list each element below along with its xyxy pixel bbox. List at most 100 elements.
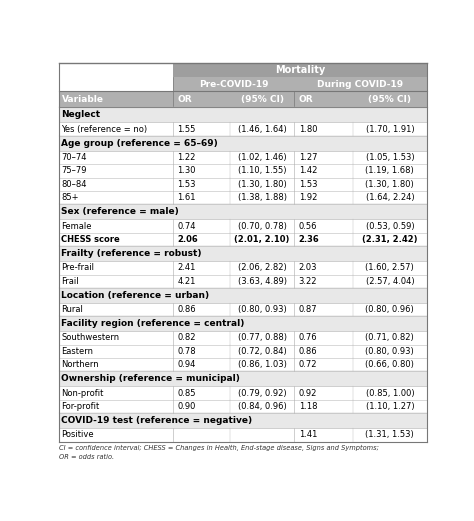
- Bar: [173, 63, 427, 77]
- Bar: [59, 275, 427, 288]
- Text: During COVID-19: During COVID-19: [318, 80, 403, 89]
- Bar: [59, 288, 427, 303]
- Bar: [59, 358, 427, 371]
- Text: 1.55: 1.55: [178, 125, 196, 133]
- Text: (2.01, 2.10): (2.01, 2.10): [234, 235, 290, 244]
- Text: (0.84, 0.96): (0.84, 0.96): [237, 402, 286, 411]
- Text: (1.02, 1.46): (1.02, 1.46): [238, 153, 286, 162]
- Text: 1.92: 1.92: [299, 193, 317, 202]
- Bar: [294, 77, 427, 91]
- Text: (0.53, 0.59): (0.53, 0.59): [365, 221, 414, 231]
- Text: (95% CI): (95% CI): [240, 95, 283, 104]
- Text: OR: OR: [299, 95, 313, 104]
- Text: Ownership (reference = municipal): Ownership (reference = municipal): [62, 375, 240, 383]
- Text: (0.71, 0.82): (0.71, 0.82): [365, 333, 414, 342]
- Text: CI = confidence interval; CHESS = Changes in Health, End-stage disease, Signs an: CI = confidence interval; CHESS = Change…: [59, 445, 379, 451]
- Text: 70–74: 70–74: [62, 153, 87, 162]
- Text: Variable: Variable: [62, 95, 103, 104]
- Text: (0.80, 0.93): (0.80, 0.93): [237, 305, 286, 314]
- Text: Pre-frail: Pre-frail: [62, 263, 94, 272]
- Text: (1.60, 2.57): (1.60, 2.57): [365, 263, 414, 272]
- Text: Yes (reference = no): Yes (reference = no): [62, 125, 147, 133]
- Bar: [59, 91, 173, 107]
- Text: COVID-19 test (reference = negative): COVID-19 test (reference = negative): [62, 416, 253, 425]
- Bar: [59, 164, 427, 178]
- Text: 0.90: 0.90: [178, 402, 196, 411]
- Text: For-profit: For-profit: [62, 402, 100, 411]
- Text: Rural: Rural: [62, 305, 83, 314]
- Text: 0.87: 0.87: [299, 305, 318, 314]
- Text: 0.82: 0.82: [178, 333, 196, 342]
- Text: (0.86, 1.03): (0.86, 1.03): [237, 361, 286, 369]
- Text: (2.06, 2.82): (2.06, 2.82): [237, 263, 286, 272]
- Text: Age group (reference = 65–69): Age group (reference = 65–69): [62, 139, 218, 148]
- Text: Frailty (reference = robust): Frailty (reference = robust): [62, 249, 202, 258]
- Text: 0.85: 0.85: [178, 389, 196, 398]
- Text: 0.94: 0.94: [178, 361, 196, 369]
- Text: OR: OR: [178, 95, 192, 104]
- Bar: [59, 316, 427, 331]
- Text: 0.76: 0.76: [299, 333, 318, 342]
- Bar: [59, 400, 427, 413]
- Text: 1.30: 1.30: [178, 166, 196, 176]
- Bar: [353, 91, 427, 107]
- Bar: [59, 387, 427, 400]
- Bar: [59, 122, 427, 136]
- Text: 2.41: 2.41: [178, 263, 196, 272]
- Text: (2.57, 4.04): (2.57, 4.04): [365, 277, 414, 286]
- Text: (1.64, 2.24): (1.64, 2.24): [365, 193, 414, 202]
- Text: 0.74: 0.74: [178, 221, 196, 231]
- Text: Facility region (reference = central): Facility region (reference = central): [62, 319, 245, 328]
- Text: 2.03: 2.03: [299, 263, 317, 272]
- Bar: [59, 261, 427, 275]
- Text: 0.92: 0.92: [299, 389, 317, 398]
- Text: 1.18: 1.18: [299, 402, 317, 411]
- Text: 1.53: 1.53: [178, 180, 196, 189]
- Text: 1.53: 1.53: [299, 180, 317, 189]
- Text: Northern: Northern: [62, 361, 99, 369]
- Bar: [59, 331, 427, 345]
- Text: Location (reference = urban): Location (reference = urban): [62, 291, 210, 300]
- Text: Pre-COVID-19: Pre-COVID-19: [199, 80, 268, 89]
- Text: Female: Female: [62, 221, 92, 231]
- Text: (2.31, 2.42): (2.31, 2.42): [362, 235, 418, 244]
- Text: 80–84: 80–84: [62, 180, 87, 189]
- Text: Southwestern: Southwestern: [62, 333, 119, 342]
- Text: 1.22: 1.22: [178, 153, 196, 162]
- Text: Frail: Frail: [62, 277, 79, 286]
- Text: 75–79: 75–79: [62, 166, 87, 176]
- Bar: [59, 204, 427, 219]
- Text: (95% CI): (95% CI): [368, 95, 411, 104]
- Bar: [59, 428, 427, 442]
- Text: (1.31, 1.53): (1.31, 1.53): [365, 430, 414, 439]
- Text: Mortality: Mortality: [275, 65, 325, 75]
- Text: 4.21: 4.21: [178, 277, 196, 286]
- Bar: [59, 63, 173, 77]
- Text: (0.77, 0.88): (0.77, 0.88): [237, 333, 286, 342]
- Text: (1.30, 1.80): (1.30, 1.80): [365, 180, 414, 189]
- Bar: [59, 371, 427, 387]
- Bar: [59, 233, 427, 246]
- Text: (1.46, 1.64): (1.46, 1.64): [237, 125, 286, 133]
- Text: CHESS score: CHESS score: [62, 235, 120, 244]
- Bar: [59, 136, 427, 151]
- Text: OR = odds ratio.: OR = odds ratio.: [59, 454, 114, 460]
- Text: Positive: Positive: [62, 430, 94, 439]
- Bar: [59, 191, 427, 204]
- Text: Non-profit: Non-profit: [62, 389, 104, 398]
- Text: Eastern: Eastern: [62, 347, 93, 356]
- Text: (0.70, 0.78): (0.70, 0.78): [237, 221, 286, 231]
- Text: 1.80: 1.80: [299, 125, 317, 133]
- Text: 0.86: 0.86: [178, 305, 196, 314]
- Text: 0.86: 0.86: [299, 347, 318, 356]
- Text: 0.72: 0.72: [299, 361, 317, 369]
- Text: (0.80, 0.93): (0.80, 0.93): [365, 347, 414, 356]
- Bar: [59, 246, 427, 261]
- Text: (0.80, 0.96): (0.80, 0.96): [365, 305, 414, 314]
- Text: Neglect: Neglect: [62, 110, 100, 119]
- Text: (1.70, 1.91): (1.70, 1.91): [365, 125, 414, 133]
- Bar: [230, 91, 294, 107]
- Bar: [173, 91, 230, 107]
- Text: (1.30, 1.80): (1.30, 1.80): [237, 180, 286, 189]
- Text: 2.36: 2.36: [299, 235, 319, 244]
